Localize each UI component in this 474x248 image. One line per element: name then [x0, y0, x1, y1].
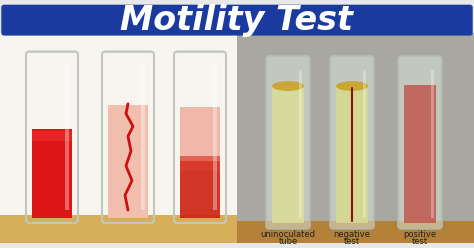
Bar [363, 70, 366, 218]
FancyBboxPatch shape [266, 56, 310, 229]
Text: Motility Test: Motility Test [120, 4, 354, 37]
Text: test: test [344, 237, 360, 246]
Bar [431, 70, 434, 218]
Ellipse shape [336, 81, 368, 91]
Bar [180, 161, 220, 218]
Bar [180, 107, 220, 166]
Bar [32, 129, 72, 218]
Bar [336, 85, 368, 223]
FancyBboxPatch shape [2, 5, 472, 35]
Text: positive: positive [403, 230, 437, 239]
Bar [272, 85, 304, 223]
Bar [32, 131, 72, 141]
Bar [299, 70, 302, 218]
FancyBboxPatch shape [330, 56, 374, 229]
Text: negative: negative [334, 230, 371, 239]
Bar [65, 64, 69, 210]
Text: tube: tube [278, 237, 298, 246]
Ellipse shape [272, 81, 304, 91]
Bar [180, 156, 220, 171]
Bar [108, 105, 148, 218]
Bar [0, 215, 237, 243]
Bar [404, 85, 436, 223]
FancyBboxPatch shape [398, 56, 442, 229]
Bar [237, 221, 474, 243]
Bar [237, 33, 474, 243]
Bar [213, 64, 217, 210]
Bar [141, 64, 145, 210]
Bar [0, 33, 237, 243]
Text: uninoculated: uninoculated [261, 230, 316, 239]
Text: test: test [412, 237, 428, 246]
